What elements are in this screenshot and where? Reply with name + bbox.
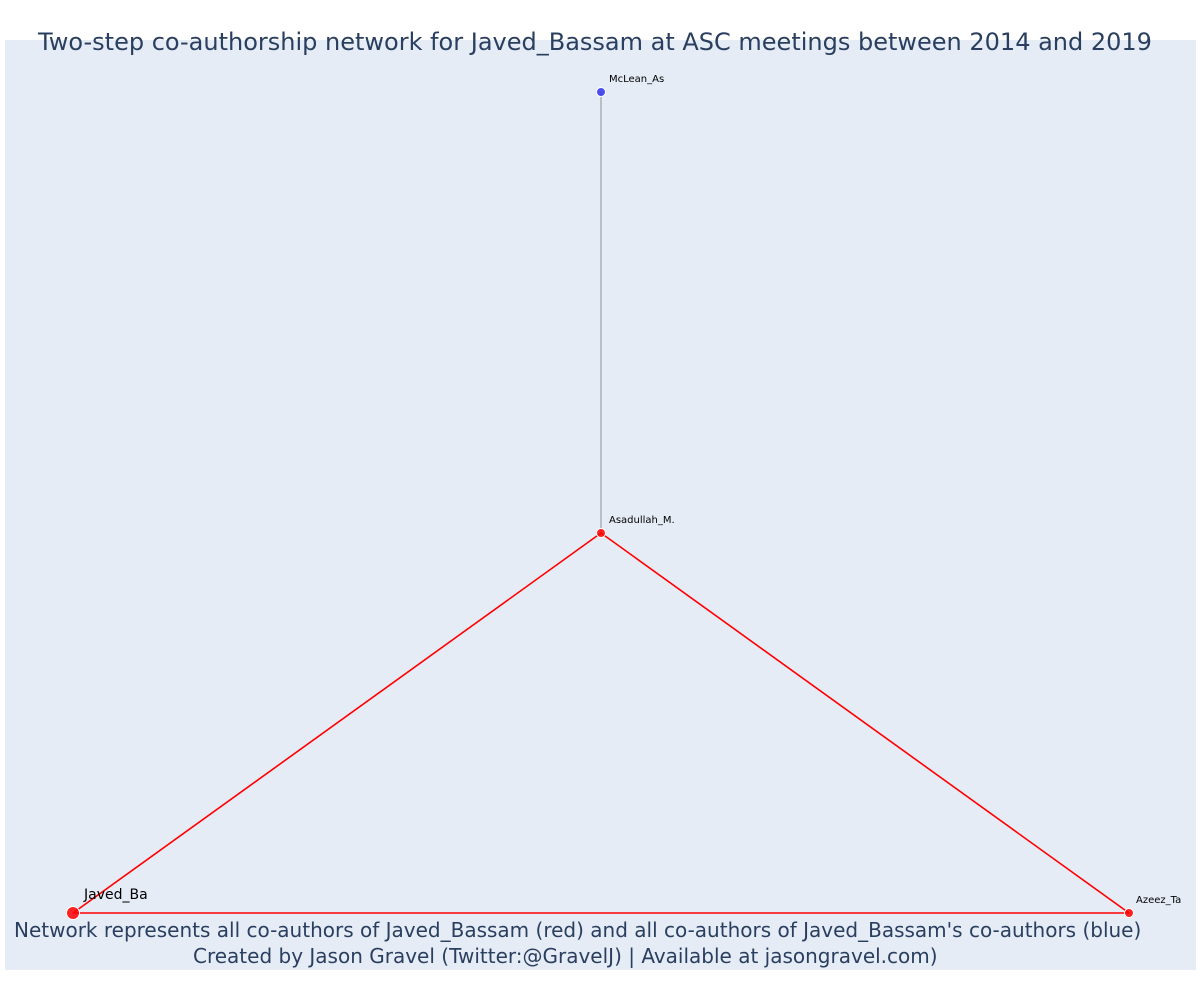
node-label-javed: Javed_Ba [83,887,148,903]
edge-javed-asadullah [72,532,602,914]
node-marker-asadullah[interactable] [596,528,606,538]
caption-line-2: Created by Jason Gravel (Twitter:@Gravel… [193,944,938,968]
edges-layer [72,92,1130,914]
node-mclean[interactable]: McLean_As [596,74,665,97]
node-label-mclean: McLean_As [609,74,664,85]
node-azeez[interactable]: Azeez_Ta [1124,895,1182,918]
node-label-asadullah: Asadullah_M. [609,515,675,526]
caption-line-1: Network represents all co-authors of Jav… [14,918,1142,942]
node-label-azeez: Azeez_Ta [1136,895,1181,906]
nodes-layer[interactable]: Javed_Ba Asadullah_M. Azeez_Ta McLean_As [66,74,1182,920]
edge-asadullah-azeez [600,532,1130,914]
node-marker-mclean[interactable] [596,87,606,97]
node-asadullah[interactable]: Asadullah_M. [596,515,675,538]
node-marker-azeez[interactable] [1124,908,1134,918]
node-marker-javed[interactable] [66,906,80,920]
node-javed[interactable]: Javed_Ba [66,887,148,920]
plot-background [5,40,1196,970]
chart-title: Two-step co-authorship network for Javed… [38,28,1152,56]
